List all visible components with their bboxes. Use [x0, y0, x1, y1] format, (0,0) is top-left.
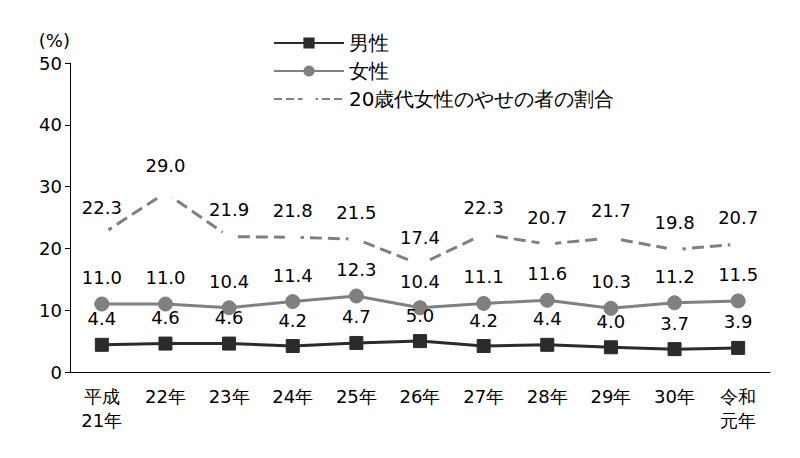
svg-text:4.0: 4.0: [597, 311, 626, 332]
svg-text:21.5: 21.5: [336, 202, 376, 223]
svg-text:29.0: 29.0: [145, 155, 185, 176]
svg-text:28年: 28年: [527, 386, 568, 407]
svg-text:21.8: 21.8: [273, 200, 313, 221]
svg-text:5.0: 5.0: [406, 305, 435, 326]
svg-text:20歳代女性のやせの者の割合: 20歳代女性のやせの者の割合: [349, 87, 614, 111]
svg-text:4.2: 4.2: [469, 310, 498, 331]
svg-text:平成: 平成: [84, 386, 120, 407]
svg-text:27年: 27年: [463, 386, 504, 407]
svg-text:4.4: 4.4: [533, 308, 562, 329]
svg-text:30年: 30年: [654, 386, 695, 407]
svg-text:4.2: 4.2: [278, 310, 307, 331]
svg-text:25年: 25年: [336, 386, 377, 407]
svg-text:3.9: 3.9: [724, 311, 753, 332]
svg-text:12.3: 12.3: [336, 259, 376, 280]
svg-text:24年: 24年: [272, 386, 313, 407]
svg-text:29年: 29年: [590, 386, 631, 407]
svg-text:女性: 女性: [349, 59, 389, 83]
svg-text:23年: 23年: [209, 386, 250, 407]
svg-text:17.4: 17.4: [400, 227, 440, 248]
svg-text:22年: 22年: [145, 386, 186, 407]
svg-text:11.6: 11.6: [527, 263, 567, 284]
svg-text:20.7: 20.7: [718, 207, 758, 228]
svg-text:元年: 元年: [720, 410, 756, 431]
svg-text:20.7: 20.7: [527, 207, 567, 228]
svg-text:21.7: 21.7: [591, 200, 631, 221]
svg-text:11.0: 11.0: [82, 267, 122, 288]
svg-text:21年: 21年: [81, 410, 122, 431]
svg-text:3.7: 3.7: [660, 313, 689, 334]
svg-text:11.5: 11.5: [718, 264, 758, 285]
svg-text:21.9: 21.9: [209, 199, 249, 220]
svg-text:22.3: 22.3: [82, 197, 122, 218]
svg-text:22.3: 22.3: [464, 197, 504, 218]
svg-text:19.8: 19.8: [655, 212, 695, 233]
svg-text:4.7: 4.7: [342, 306, 371, 327]
svg-text:11.2: 11.2: [655, 266, 695, 287]
svg-text:(%): (%): [39, 30, 70, 51]
svg-text:11.4: 11.4: [273, 265, 313, 286]
svg-text:20: 20: [39, 238, 62, 259]
svg-text:10.4: 10.4: [209, 271, 249, 292]
svg-text:4.6: 4.6: [215, 307, 244, 328]
svg-text:11.0: 11.0: [145, 267, 185, 288]
svg-text:10: 10: [39, 300, 62, 321]
svg-text:4.4: 4.4: [87, 308, 116, 329]
svg-text:男性: 男性: [349, 31, 389, 55]
svg-text:0: 0: [51, 362, 62, 383]
svg-text:4.6: 4.6: [151, 307, 180, 328]
svg-text:令和: 令和: [720, 386, 756, 407]
svg-text:26年: 26年: [400, 386, 441, 407]
svg-text:10.4: 10.4: [400, 271, 440, 292]
svg-text:30: 30: [39, 176, 62, 197]
svg-text:50: 50: [39, 53, 62, 74]
svg-text:11.1: 11.1: [464, 266, 504, 287]
svg-text:10.3: 10.3: [591, 271, 631, 292]
svg-text:40: 40: [39, 114, 62, 135]
